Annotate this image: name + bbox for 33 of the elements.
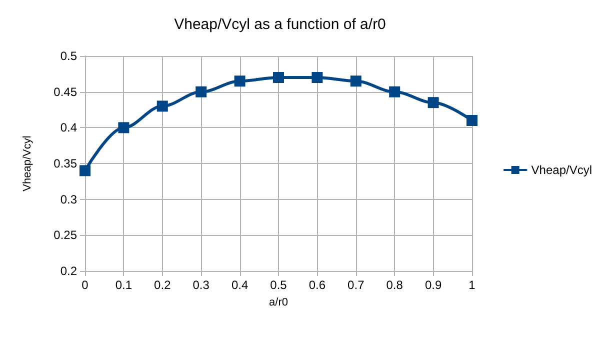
x-tick-label: 0.5: [270, 278, 288, 292]
x-tick-label: 1: [468, 278, 476, 292]
point: [273, 72, 284, 83]
point: [312, 72, 323, 83]
x-tick-label: 0.6: [308, 278, 326, 292]
point: [234, 76, 246, 87]
point: [350, 76, 362, 87]
y-tick-label: 0.25: [54, 228, 78, 242]
point: [196, 86, 207, 98]
point: [80, 165, 90, 176]
x-tick-label: 0.4: [231, 278, 248, 292]
y-tick-label: 0.5: [60, 49, 78, 63]
point: [156, 100, 168, 112]
point: [389, 86, 400, 98]
chart-title: Vheap/Vcyl as a function of a/r0: [174, 16, 386, 33]
x-tick-label: 0.7: [348, 278, 365, 292]
y-axis-title: Vheap/Vcyl: [22, 136, 34, 192]
x-tick-label: 0.8: [386, 278, 404, 292]
y-tick-label: 0.35: [54, 156, 78, 170]
x-tick-label: 0: [82, 278, 89, 292]
x-tick-label: 0.1: [115, 278, 132, 292]
x-tick-label: 0.3: [192, 278, 210, 292]
point: [428, 97, 439, 108]
y-tick-label: 0.4: [60, 120, 78, 135]
y-tick-label: 0.45: [54, 84, 78, 99]
point: [466, 115, 478, 126]
x-tick-label: 0.2: [154, 278, 172, 292]
x-axis-title: a/r0: [269, 296, 288, 308]
y-tick-label: 0.3: [60, 192, 78, 206]
x-tick-label: 0.9: [424, 278, 442, 292]
legend-label: Vheap/Vcyl: [531, 163, 592, 177]
point: [118, 122, 130, 134]
y-tick-label: 0.2: [60, 264, 78, 278]
